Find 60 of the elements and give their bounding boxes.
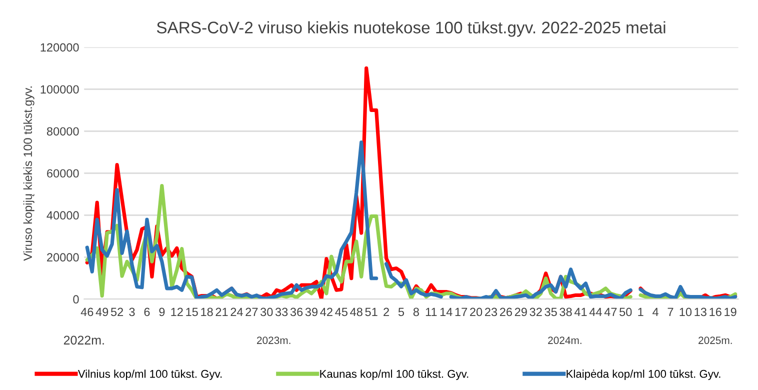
x-tick-label: 4 xyxy=(652,308,658,316)
y-axis-title: Viruso kopijų kiekis 100 tūkst.gyv. xyxy=(23,86,34,261)
text: 2022m. xyxy=(64,336,104,345)
x-tick-label: 42 xyxy=(320,308,332,316)
x-tick-label: 27 xyxy=(246,308,258,316)
x-tick-label: 18 xyxy=(201,308,213,316)
x-tick-label: 17 xyxy=(455,308,468,316)
x-tick-label: 51 xyxy=(365,308,378,316)
x-tick-label: 19 xyxy=(724,308,736,316)
y-tick-label: 40000 xyxy=(46,211,79,220)
legend-label: Klaipėda kop/ml 100 tūkst. Gyv. xyxy=(566,370,720,380)
x-tick-label: 24 xyxy=(230,308,243,316)
y-tick-label: 20000 xyxy=(47,253,79,262)
y-tick-label: 0 xyxy=(73,295,79,304)
x-tick-label: 11 xyxy=(426,308,437,316)
y-tick-label: 100000 xyxy=(40,85,79,94)
x-tick-label: 1 xyxy=(638,308,644,316)
x-tick-label: 49 xyxy=(96,308,108,316)
x-tick-label: 7 xyxy=(668,308,674,316)
x-tick-label: 10 xyxy=(680,308,692,316)
x-tick-label: 30 xyxy=(260,308,273,316)
x-tick-label: 3 xyxy=(129,308,135,316)
x-tick-label: 13 xyxy=(694,308,706,316)
x-tick-label: 21 xyxy=(216,308,228,316)
x-tick-label: 36 xyxy=(290,308,303,316)
x-tick-label: 8 xyxy=(413,308,419,316)
x-tick-label: 2 xyxy=(384,308,389,316)
x-tick-label: 45 xyxy=(335,308,348,316)
legend-label: Kaunas kop/ml 100 tūkst. Gyv. xyxy=(320,370,468,380)
x-tick-label: 39 xyxy=(305,308,318,316)
x-tick-label: 5 xyxy=(398,308,404,316)
x-tick-label: 44 xyxy=(589,308,602,316)
text: 2024m. xyxy=(548,336,582,344)
text: 2023m. xyxy=(256,336,290,344)
x-tick-label: 46 xyxy=(80,308,94,316)
x-tick-label: 15 xyxy=(186,308,198,316)
x-tick-label: 14 xyxy=(440,308,452,316)
x-tick-label: 12 xyxy=(171,308,183,316)
text: 2025m. xyxy=(698,336,732,344)
x-tick-label: 47 xyxy=(604,308,617,316)
x-tick-label: 32 xyxy=(530,308,542,316)
legend-label: Vilnius kop/ml 100 tūkst. Gyv. xyxy=(78,370,222,380)
chart-title: SARS-CoV-2 viruso kiekis nuotekose 100 tūkst.gyv. 2022-2025 metai xyxy=(156,21,666,37)
x-tick-label: 23 xyxy=(485,308,498,316)
x-tick-label: 38 xyxy=(560,308,572,316)
x-tick-label: 52 xyxy=(110,308,124,316)
x-tick-label: 50 xyxy=(620,308,632,316)
x-tick-label: 6 xyxy=(144,308,150,316)
x-tick-label: 48 xyxy=(350,308,362,316)
x-tick-label: 33 xyxy=(275,308,288,316)
y-tick-label: 80000 xyxy=(46,127,79,136)
x-tick-label: 16 xyxy=(710,308,722,316)
x-tick-label: 9 xyxy=(159,308,165,316)
x-tick-label: 35 xyxy=(544,308,557,316)
y-tick-label: 60000 xyxy=(47,169,79,178)
x-tick-label: 41 xyxy=(574,308,587,316)
x-tick-label: 29 xyxy=(514,308,527,316)
x-tick-label: 26 xyxy=(500,308,512,316)
y-tick-label: 120000 xyxy=(40,43,79,52)
x-tick-label: 20 xyxy=(470,308,482,316)
